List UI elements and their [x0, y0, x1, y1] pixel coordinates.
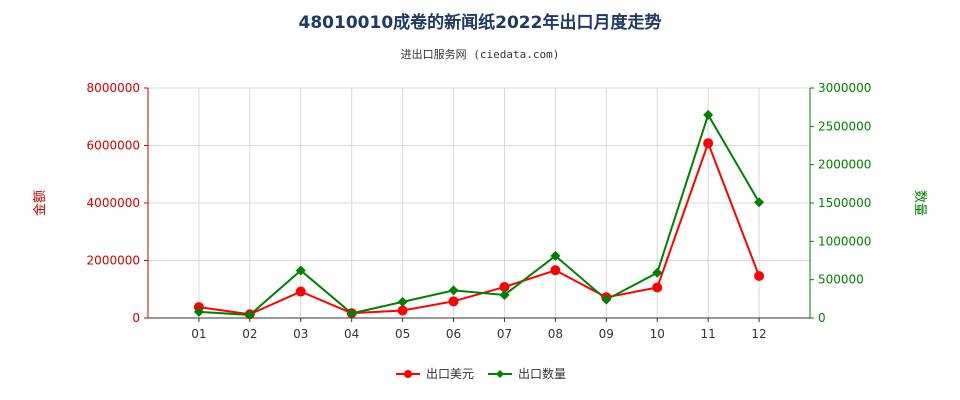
data-point-qty	[346, 308, 357, 319]
data-point-qty	[193, 306, 204, 317]
left-tick-label: 4000000	[87, 196, 140, 210]
data-point-usd	[703, 138, 714, 149]
legend-label: 出口数量	[518, 366, 566, 381]
legend-label: 出口美元	[426, 367, 474, 381]
data-point-usd	[397, 305, 408, 316]
left-tick-label: 8000000	[87, 81, 140, 95]
data-point-qty	[652, 267, 663, 278]
legend: 出口美元 出口数量	[396, 366, 566, 381]
grid-lines	[148, 87, 810, 319]
x-tick-label: 08	[548, 327, 563, 341]
x-tick-label: 07	[497, 327, 512, 341]
x-tick-label: 01	[191, 327, 206, 341]
legend-marker	[404, 370, 412, 378]
series-line-usd	[198, 140, 761, 316]
left-tick-label: 2000000	[87, 254, 140, 268]
x-tick-label: 09	[599, 327, 614, 341]
data-point-qty	[550, 250, 561, 261]
right-tick-label: 1500000	[818, 196, 871, 210]
x-tick-label: 12	[751, 327, 766, 341]
series-markers	[193, 109, 765, 320]
data-point-qty	[448, 285, 459, 296]
left-tick-label: 0	[132, 311, 140, 325]
data-point-usd	[499, 281, 510, 292]
x-tick-label: 03	[293, 327, 308, 341]
data-point-qty	[499, 290, 510, 300]
right-tick-label: 500000	[818, 273, 864, 287]
right-tick-label: 0	[818, 311, 826, 325]
x-tick-label: 02	[242, 327, 257, 341]
right-tick-label: 2500000	[818, 119, 871, 133]
axes	[144, 87, 814, 322]
data-point-qty	[295, 265, 306, 276]
series-line-qty	[198, 112, 760, 316]
data-point-qty	[397, 296, 408, 307]
left-tick-label: 6000000	[87, 139, 140, 153]
x-tick-label: 10	[650, 327, 665, 341]
chart-subtitle: 进出口服务网 (ciedata.com)	[400, 48, 560, 61]
right-axis-title: 数量	[912, 190, 927, 216]
x-tick-label: 05	[395, 327, 410, 341]
data-point-qty	[754, 197, 765, 208]
chart-title: 48010010成卷的新闻纸2022年出口月度走势	[298, 13, 662, 33]
data-point-usd	[754, 271, 765, 282]
series-lines	[198, 112, 761, 316]
x-tick-label: 06	[446, 327, 461, 341]
x-tick-label: 11	[701, 327, 716, 341]
data-point-usd	[550, 265, 561, 276]
data-point-qty	[601, 294, 612, 305]
data-point-qty	[244, 309, 255, 320]
x-tick-label: 04	[344, 327, 359, 341]
tick-labels: 0 2000000 4000000 6000000 8000000 0 500000 1000…	[32, 81, 927, 341]
right-tick-label: 3000000	[818, 81, 871, 95]
right-tick-label: 1000000	[818, 234, 871, 248]
right-tick-label: 2000000	[818, 158, 871, 172]
data-point-qty	[703, 109, 714, 120]
data-point-usd	[295, 286, 306, 297]
data-point-usd	[448, 296, 459, 307]
left-axis-title: 金额	[32, 190, 48, 216]
legend-marker	[496, 370, 504, 378]
data-point-usd	[652, 282, 663, 293]
